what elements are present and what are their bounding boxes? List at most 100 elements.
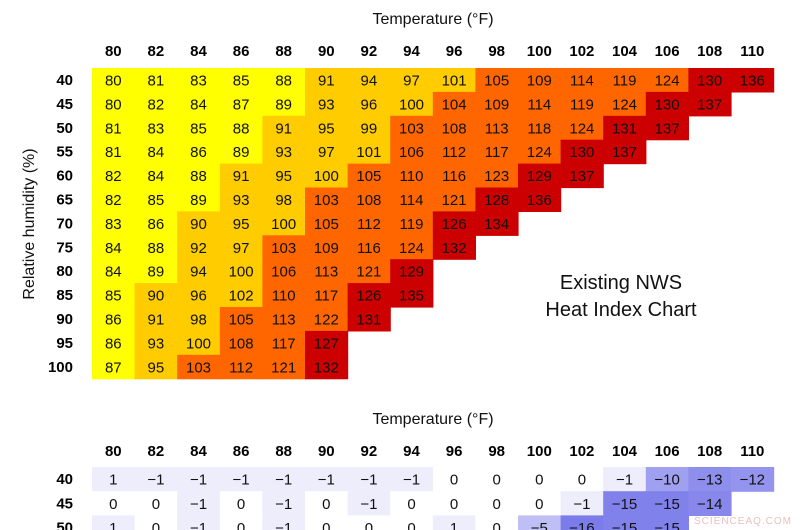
heatmap-cell [560, 139, 604, 165]
x-tick-label: 82 [148, 443, 165, 460]
heatmap-cell [262, 283, 306, 308]
x-tick-label: 84 [190, 443, 207, 460]
x-tick-label: 94 [403, 443, 420, 460]
cell-value: 0 [365, 520, 373, 530]
cell-value: 110 [400, 168, 424, 185]
heatmap-cell [219, 491, 263, 516]
heatmap-cell [475, 139, 519, 165]
heatmap-cell [305, 330, 349, 356]
cell-value: −1 [190, 496, 207, 513]
x-tick-label: 104 [612, 443, 638, 460]
x-tick-label: 92 [361, 43, 378, 60]
cell-value: −1 [360, 472, 377, 489]
heatmap-cell [262, 354, 306, 380]
cell-value: 93 [318, 96, 335, 113]
cell-value: 91 [275, 120, 292, 137]
cell-value: 87 [233, 96, 250, 113]
cell-value: 82 [148, 96, 165, 113]
cell-value: 86 [105, 335, 122, 352]
heatmap-cell [390, 139, 434, 165]
cell-value: 90 [148, 288, 165, 305]
cell-value: −10 [654, 472, 679, 489]
cell-value: 123 [484, 168, 509, 185]
cell-value: 82 [105, 168, 122, 185]
heatmap-cell [603, 491, 647, 516]
heatmap-cell [219, 187, 263, 212]
heatmap-cell [390, 211, 434, 236]
heatmap-cell [347, 68, 391, 93]
cell-value: 114 [527, 96, 551, 113]
heatmap-cell [347, 467, 391, 492]
heatmap-cell [432, 139, 476, 165]
cell-value: 108 [229, 335, 254, 352]
heatmap-cell [390, 235, 434, 260]
cell-value: 106 [399, 144, 424, 161]
cell-value: 113 [272, 311, 296, 328]
cell-value: 108 [442, 120, 467, 137]
heatmap-cell [219, 115, 263, 141]
heatmap-cell [92, 491, 136, 516]
heatmap-cell [262, 211, 306, 236]
cell-value: 124 [527, 144, 552, 161]
cell-value: 0 [322, 496, 330, 513]
heatmap-cell [390, 115, 434, 141]
cell-value: 83 [190, 72, 207, 89]
cell-value: −1 [360, 496, 377, 513]
x-tick-label: 90 [318, 443, 335, 460]
cell-value: 82 [105, 192, 122, 209]
cell-value: 85 [233, 72, 250, 89]
heatmap-cell [134, 491, 178, 516]
cell-value: 124 [399, 240, 424, 257]
heatmap-cell [262, 307, 306, 332]
heatmap-cell [134, 187, 178, 212]
y-tick-label: 40 [56, 471, 73, 488]
cell-value: 0 [535, 496, 543, 513]
heatmap-cell [305, 68, 349, 93]
heatmap-cell [177, 139, 221, 165]
heatmap-cell [262, 259, 306, 284]
cell-value: 130 [569, 144, 594, 161]
cell-value: 103 [271, 240, 296, 257]
cell-value: 0 [109, 496, 117, 513]
cell-value: 96 [190, 288, 207, 305]
heatmap-cell [475, 467, 519, 492]
cell-value: 1 [109, 472, 117, 489]
x-tick-label: 84 [190, 43, 207, 60]
cell-value: 130 [697, 72, 722, 89]
cell-value: 0 [237, 520, 245, 530]
cell-value: 97 [403, 72, 420, 89]
cell-value: 137 [697, 96, 722, 113]
cell-value: 136 [740, 72, 765, 89]
heatmap-cell [262, 330, 306, 356]
cell-value: −15 [612, 496, 637, 513]
heatmap-cell [92, 330, 136, 356]
heatmap-cell [305, 307, 349, 332]
cell-value: 103 [399, 120, 424, 137]
heatmap-cell [134, 259, 178, 284]
heatmap-cell [432, 115, 476, 141]
cell-value: 109 [527, 72, 552, 89]
cell-value: −1 [318, 472, 335, 489]
cell-value: 116 [442, 168, 466, 185]
heatmap-cell [731, 68, 775, 93]
y-tick-label: 55 [56, 144, 73, 161]
cell-value: 103 [186, 359, 211, 376]
y-tick-label: 70 [56, 215, 73, 232]
watermark-text: SCIENCEAQ.COM [694, 516, 792, 527]
heatmap-cell [219, 330, 263, 356]
heatmap-cell [688, 91, 732, 117]
heatmap-cell [518, 515, 562, 530]
cell-value: 0 [152, 520, 160, 530]
heatmap-cell [347, 115, 391, 141]
cell-value: 87 [105, 359, 122, 376]
heatmap-cell [603, 91, 647, 117]
cell-value: −1 [147, 472, 164, 489]
cell-value: 100 [186, 335, 211, 352]
cell-value: 89 [275, 96, 292, 113]
heatmap-cell [262, 187, 306, 212]
heatmap-cell [219, 354, 263, 380]
heatmap-cell [177, 283, 221, 308]
heatmap-cell [432, 491, 476, 516]
cell-value: 85 [105, 288, 122, 305]
